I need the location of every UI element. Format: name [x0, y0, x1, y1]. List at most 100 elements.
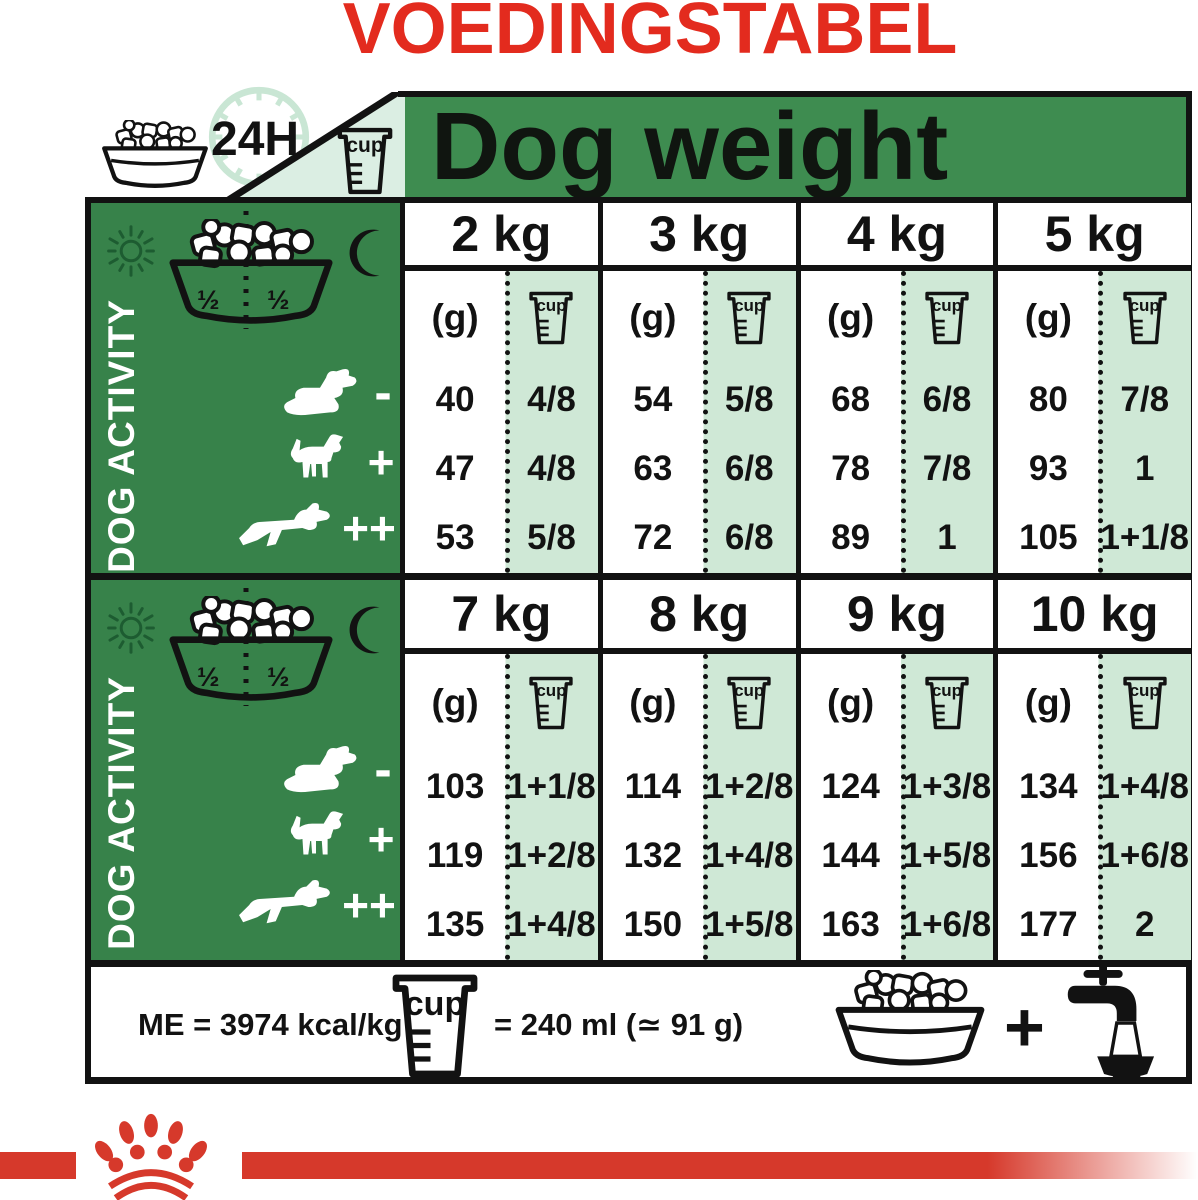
measuring-cup-icon: cup — [924, 675, 970, 731]
cup-value: 1+1/8 — [507, 766, 596, 806]
cup-value: 7/8 — [1120, 379, 1170, 419]
weight-column: (g) cup 54 5/8 63 6/8 72 6/8 — [602, 271, 801, 573]
divider — [1098, 271, 1104, 573]
divider — [900, 271, 906, 573]
brand-bar-left — [0, 1152, 76, 1179]
moon-icon — [347, 227, 383, 279]
grams-value: 80 — [1028, 379, 1068, 419]
sun-icon — [103, 600, 159, 656]
half-portion-left: ½ — [197, 285, 220, 315]
weight-column: (g) cup 124 1+3/8 144 1+5/8 163 1+6/8 — [800, 654, 999, 960]
weight-header: 9 kg — [801, 580, 999, 648]
grams-value: 150 — [623, 905, 683, 945]
weight-column: (g) cup 134 1+4/8 156 1+6/8 177 2 — [998, 654, 1191, 960]
divider — [505, 271, 511, 573]
divider — [505, 654, 511, 960]
cup-value: 2 — [1134, 905, 1155, 945]
cup-value: 7/8 — [922, 448, 972, 488]
weight-grid-2: 7 kg 8 kg 9 kg 10 kg (g) cup 103 1+1/8 11… — [400, 580, 1191, 960]
cup-value: 5/8 — [527, 518, 576, 558]
cup-value: 1+6/8 — [902, 905, 992, 945]
grams-value: 72 — [633, 518, 673, 558]
weight-header-row: 2 kg 3 kg 4 kg 5 kg — [405, 203, 1191, 271]
cup-value: 6/8 — [922, 379, 972, 419]
dog-standing-icon — [287, 431, 345, 495]
weight-header: 5 kg — [1044, 206, 1145, 262]
weight-header: 2 kg — [405, 203, 603, 265]
measuring-cup-icon: cup — [726, 675, 772, 731]
dog-running-icon — [237, 501, 339, 561]
cup-value: 5/8 — [724, 379, 774, 419]
grams-unit-label: (g) — [431, 297, 479, 338]
24h-label: 24H — [211, 113, 300, 166]
half-half-bowl-icon: ½ ½ — [153, 209, 339, 333]
weight-grid-1: 2 kg 3 kg 4 kg 5 kg (g) cup 40 4/8 47 4/8 … — [400, 203, 1191, 573]
divider — [85, 960, 1192, 967]
cup-value: 6/8 — [724, 448, 774, 488]
measuring-cup-icon: cup — [1122, 675, 1168, 731]
grams-value: 163 — [821, 905, 880, 945]
grams-value: 134 — [1019, 766, 1078, 806]
grams-unit-label: (g) — [1024, 682, 1072, 723]
activity-low-symbol: - — [374, 741, 392, 799]
grams-value: 132 — [623, 835, 683, 875]
half-half-bowl-icon: ½ ½ — [153, 586, 339, 710]
sun-icon — [103, 223, 159, 279]
activity-low-symbol: - — [374, 364, 392, 422]
measuring-cup-icon: cup — [388, 972, 482, 1080]
cup-value: 1+5/8 — [902, 835, 992, 875]
divider — [85, 197, 91, 1084]
measuring-cup-icon: cup — [528, 675, 574, 731]
activity-medium-symbol: + — [367, 436, 395, 488]
dog-lying-icon — [279, 367, 363, 425]
weight-header: 4 kg — [801, 203, 999, 265]
weight-column: (g) cup 68 6/8 78 7/8 89 1 — [800, 271, 999, 573]
grams-unit-label: (g) — [826, 297, 875, 338]
cup-value: 1+5/8 — [704, 905, 794, 945]
food-bowl-icon — [810, 970, 1010, 1074]
measuring-cup-icon: cup — [924, 290, 970, 346]
cup-value: 1+2/8 — [704, 766, 794, 806]
water-tap-icon — [1056, 964, 1158, 1082]
dog-activity-panel-2: ½ ½ DOG ACTIVITY - + ++ — [91, 580, 400, 960]
cup-value: 1+4/8 — [704, 835, 794, 875]
cup-value: 1+4/8 — [1100, 766, 1189, 806]
weight-header: 10 kg — [1030, 586, 1159, 642]
cup-value: 1+3/8 — [902, 766, 992, 806]
cup-value: 4/8 — [527, 379, 576, 419]
divider — [702, 654, 708, 960]
grams-value: 53 — [435, 518, 475, 558]
weight-column: (g) cup 103 1+1/8 119 1+2/8 135 1+4/8 — [405, 654, 603, 960]
cup-value: 1 — [1134, 448, 1155, 488]
grams-value: 105 — [1019, 518, 1078, 558]
grams-unit-label: (g) — [629, 297, 677, 338]
grams-value: 144 — [821, 835, 880, 875]
page-title: VOEDINGSTABEL — [342, 0, 958, 69]
plus-sign: + — [1004, 988, 1045, 1066]
activity-medium-symbol: + — [367, 813, 395, 865]
weight-header: 7 kg — [405, 580, 603, 648]
divider — [398, 91, 1192, 97]
dog-standing-icon — [287, 808, 345, 872]
measuring-cup-icon: cup — [1122, 290, 1168, 346]
grams-value: 54 — [633, 379, 673, 419]
dog-activity-panel-1: ½ ½ DOG ACTIVITY - + ++ — [91, 203, 400, 573]
activity-high-symbol: ++ — [342, 879, 396, 931]
grams-value: 124 — [821, 766, 880, 806]
grams-value: 68 — [831, 379, 871, 419]
cup-value: 1 — [937, 518, 957, 558]
measuring-cup-icon: cup — [528, 290, 574, 346]
metabolizable-energy-label: ME = 3974 kcal/kg — [138, 1007, 403, 1042]
dog-activity-label: DOG ACTIVITY — [101, 299, 142, 573]
moon-icon — [347, 604, 383, 656]
dog-running-icon — [237, 878, 339, 938]
grams-value: 135 — [425, 905, 485, 945]
cup-value: 1+2/8 — [507, 835, 596, 875]
brand-bar-right — [242, 1152, 1198, 1179]
half-portion-left: ½ — [197, 662, 220, 692]
cup-value: 4/8 — [527, 448, 576, 488]
dog-lying-icon — [279, 744, 363, 802]
weight-column: (g) cup 114 1+2/8 132 1+4/8 150 1+5/8 — [602, 654, 801, 960]
grams-value: 156 — [1019, 835, 1078, 875]
